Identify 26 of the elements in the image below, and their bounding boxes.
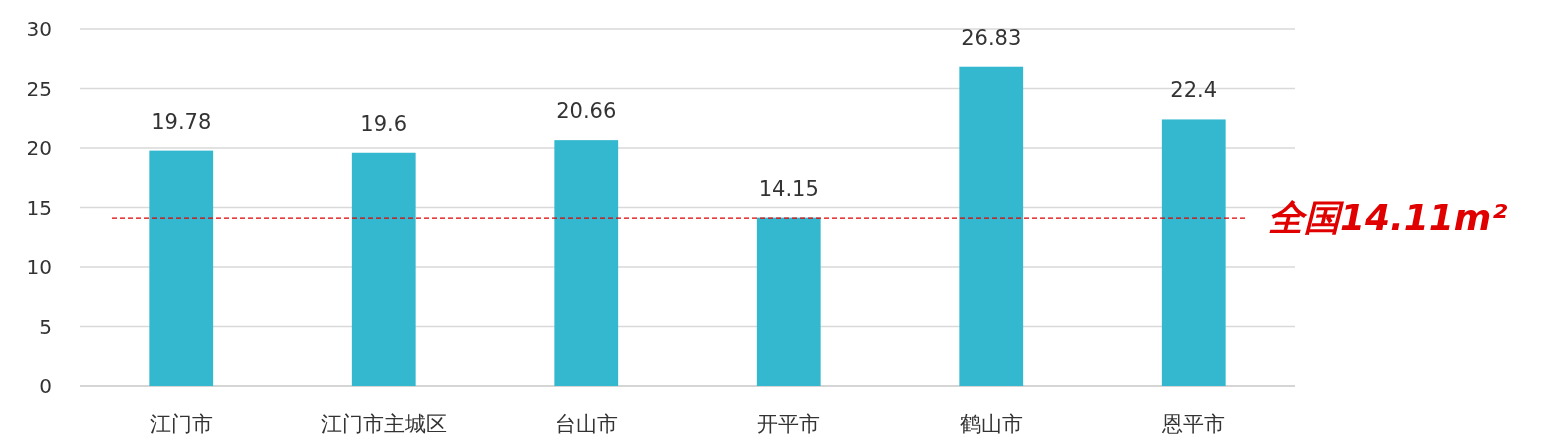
x-tick-label: 江门市 bbox=[149, 412, 213, 436]
y-tick-label: 15 bbox=[26, 195, 52, 220]
x-tick-label: 恩平市 bbox=[1161, 412, 1226, 436]
bar bbox=[554, 140, 619, 386]
data-label: 22.4 bbox=[1170, 78, 1218, 103]
y-tick-label: 25 bbox=[26, 76, 52, 101]
bar bbox=[756, 217, 821, 386]
x-tick-label: 鹤山市 bbox=[959, 412, 1023, 436]
data-label: 26.83 bbox=[961, 25, 1022, 50]
bar bbox=[149, 150, 214, 386]
x-tick-label: 江门市主城区 bbox=[320, 412, 447, 436]
data-label: 19.6 bbox=[360, 111, 408, 136]
y-tick-label: 20 bbox=[26, 136, 52, 160]
y-tick-label: 10 bbox=[26, 255, 52, 279]
data-label: 19.78 bbox=[151, 109, 212, 134]
data-label: 20.66 bbox=[556, 99, 617, 124]
y-tick-label: 0 bbox=[39, 374, 52, 398]
bar bbox=[1161, 119, 1226, 386]
data-label: 14.15 bbox=[758, 176, 819, 201]
x-tick-label: 开平市 bbox=[757, 412, 821, 436]
bar bbox=[959, 66, 1024, 386]
ref-line-label: 全国14.11m² bbox=[1268, 197, 1508, 239]
bar bbox=[351, 152, 416, 386]
y-tick-label: 30 bbox=[26, 17, 52, 41]
x-tick-label: 台山市 bbox=[554, 412, 618, 436]
y-tick-label: 5 bbox=[39, 314, 52, 339]
